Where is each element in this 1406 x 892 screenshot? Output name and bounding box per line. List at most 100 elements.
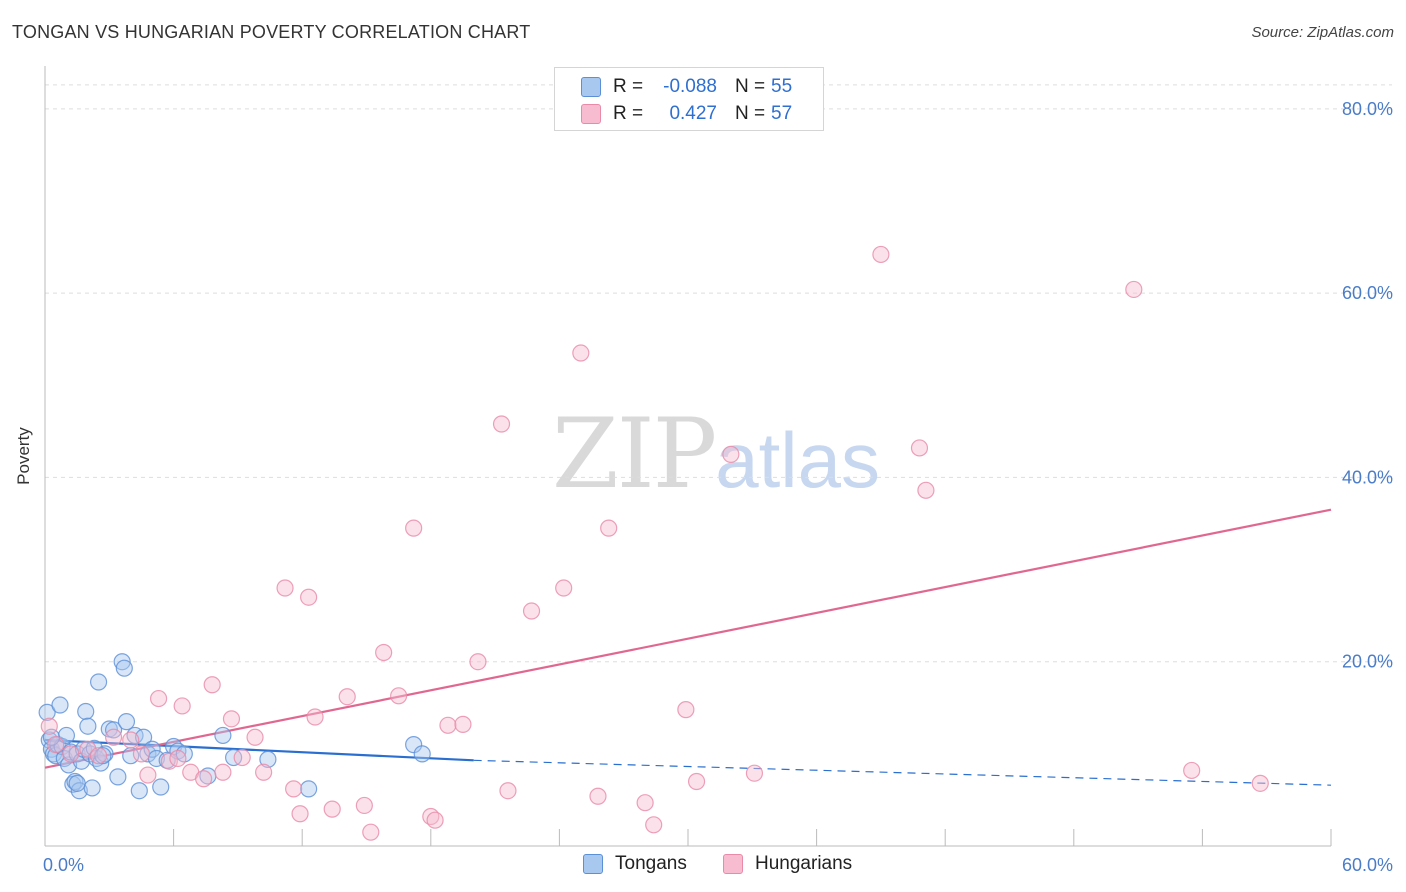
tongans-point: [134, 728, 153, 746]
tongans-point: [117, 713, 136, 731]
hungarians-point: [149, 689, 168, 708]
tongans-point: [109, 768, 127, 786]
x-tick-label: 60.0%: [1342, 855, 1393, 875]
r-label: R =: [613, 103, 644, 124]
series-legend-tongans[interactable]: Tongans: [583, 851, 687, 877]
hungarians-point: [636, 794, 654, 812]
hungarians-point: [687, 772, 706, 791]
hungarians-point: [872, 245, 890, 264]
tongans-point: [152, 778, 170, 796]
hungarians-point: [555, 579, 573, 597]
hungarians-legend-swatch: [723, 854, 743, 874]
hungarians-point: [499, 782, 517, 800]
tongans-point: [51, 696, 69, 714]
tongans-legend-label: Tongans: [615, 853, 687, 874]
hungarians-point: [917, 481, 935, 499]
tongans-swatch: [581, 77, 601, 97]
hungarians-point: [62, 745, 80, 763]
hungarians-n-value: 57: [771, 103, 793, 124]
tongans-legend-swatch: [583, 854, 603, 874]
tongans-r-value: -0.088: [663, 76, 717, 97]
y-tick-label: 40.0%: [1342, 467, 1393, 487]
hungarians-point: [722, 445, 740, 463]
hungarians-point: [203, 676, 221, 694]
chart-title: TONGAN VS HUNGARIAN POVERTY CORRELATION …: [12, 22, 531, 42]
tongans-point: [113, 653, 131, 671]
hungarians-point: [1251, 774, 1269, 792]
hungarians-point: [645, 816, 663, 834]
hungarians-point: [276, 579, 294, 597]
tongans-point: [214, 726, 232, 745]
n-label: N =: [735, 76, 766, 97]
hungarians-point: [214, 763, 232, 781]
correlation-legend: R = -0.088 N = 55 R = 0.427 N = 57: [554, 67, 824, 131]
hungarians-point: [246, 728, 264, 746]
hungarians-point: [291, 805, 309, 823]
hungarians-point: [169, 749, 187, 768]
hungarians-point: [589, 787, 607, 805]
hungarians-point: [306, 708, 324, 726]
hungarians-point: [323, 800, 341, 818]
hungarians-point: [522, 602, 541, 620]
hungarians-point: [375, 643, 393, 662]
hungarians-point: [426, 811, 444, 829]
hungarians-point: [173, 697, 191, 715]
tongans-point: [89, 673, 108, 691]
hungarians-point: [745, 764, 764, 782]
hungarians-point: [439, 716, 457, 734]
hungarians-point: [1183, 761, 1201, 780]
source-credit: Source: ZipAtlas.com: [1251, 24, 1394, 41]
tongans-point: [38, 703, 56, 721]
hungarians-point: [79, 740, 97, 758]
hungarians-legend-label: Hungarians: [755, 853, 853, 874]
tongans-point: [79, 717, 97, 735]
axes: [44, 66, 1332, 847]
y-axis-label-wrap: Poverty: [14, 398, 34, 485]
hungarians-point: [89, 747, 108, 765]
hungarians-point: [338, 688, 356, 706]
data-points: [38, 245, 1269, 841]
hungarians-point: [300, 588, 318, 606]
tongans-point: [300, 780, 318, 798]
hungarians-trend-line: [44, 508, 1332, 769]
hungarians-point: [454, 715, 472, 733]
hungarians-point: [600, 519, 618, 537]
tongans-point: [68, 774, 86, 792]
hungarians-point: [40, 717, 58, 735]
hungarians-point: [132, 745, 151, 763]
tongans-n-value: 55: [771, 76, 793, 97]
hungarians-point: [1125, 280, 1143, 299]
tongans-point: [77, 702, 95, 721]
legend-row-tongans: R = -0.088 N = 55: [581, 73, 792, 101]
legend-row-hungarians: R = 0.427 N = 57: [581, 100, 792, 128]
x-tick-label: 0.0%: [43, 855, 84, 875]
n-label: N =: [735, 103, 766, 124]
trend-lines: [44, 508, 1332, 786]
hungarians-point: [910, 439, 929, 457]
watermark-zip: ZIP: [552, 398, 717, 510]
tongans-point: [413, 745, 431, 763]
hungarians-point: [122, 731, 140, 749]
hungarians-r-value: 0.427: [669, 103, 717, 124]
grid-lines: [45, 84, 1392, 663]
hungarians-point: [104, 728, 123, 746]
tongans-point: [83, 779, 101, 797]
tongans-point: [143, 740, 161, 758]
hungarians-swatch: [581, 104, 601, 124]
tick-labels: 20.0% 40.0% 60.0% 80.0% 0.0% 60.0%: [43, 99, 1393, 875]
hungarians-point: [492, 415, 511, 433]
y-tick-label: 60.0%: [1342, 283, 1393, 303]
zipatlas-watermark: ZIPatlas: [552, 398, 880, 510]
watermark-atlas: atlas: [715, 416, 880, 504]
y-tick-label: 80.0%: [1342, 99, 1393, 119]
r-label: R =: [613, 76, 644, 97]
hungarians-point: [469, 653, 487, 671]
tongans-point: [130, 782, 148, 800]
series-legend-hungarians[interactable]: Hungarians: [723, 851, 852, 877]
tongans-point: [259, 750, 277, 768]
tongans-point: [405, 736, 423, 754]
hungarians-point: [195, 770, 213, 788]
hungarians-point: [233, 748, 251, 767]
hungarians-point: [390, 687, 408, 705]
